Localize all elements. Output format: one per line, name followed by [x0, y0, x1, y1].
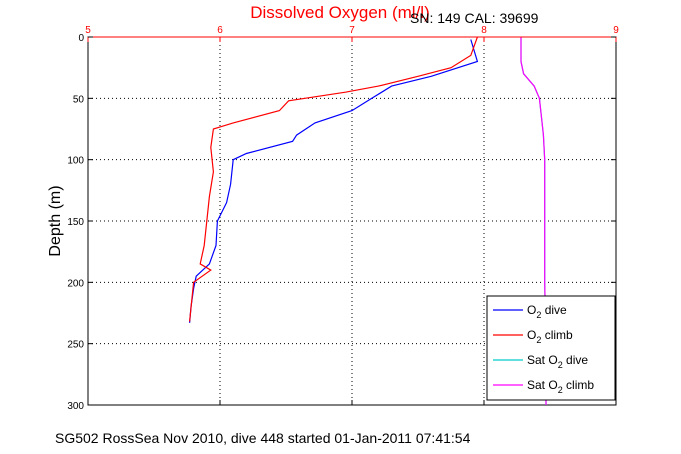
y-tick-label: 0 — [78, 33, 84, 44]
y-tick-label: 100 — [67, 156, 84, 167]
x-tick-label: 6 — [217, 25, 223, 36]
series-line-1 — [189, 39, 479, 323]
dive-caption: SG502 RossSea Nov 2010, dive 448 started… — [55, 430, 471, 446]
chart-title: Dissolved Oxygen (ml/l) — [250, 3, 430, 22]
y-tick-label: 200 — [67, 278, 84, 289]
sensor-annotation: SN: 149 CAL: 39699 — [410, 10, 539, 26]
y-tick-label: 300 — [67, 401, 84, 412]
series-line-2 — [189, 37, 478, 322]
y-tick-label: 150 — [67, 217, 84, 228]
x-tick-label: 8 — [481, 25, 487, 36]
x-tick-label: 7 — [349, 25, 355, 36]
x-tick-label: 9 — [613, 25, 619, 36]
y-tick-label: 50 — [73, 94, 85, 105]
legend-label: Sat O2 dive — [527, 353, 588, 370]
legend-box — [486, 295, 616, 401]
x-tick-label: 5 — [85, 25, 91, 36]
grid-lines — [88, 37, 616, 405]
axes-layer: 5 6 7 8 9 0 50 100 150 200 250 300 — [67, 25, 619, 412]
y-axis-label: Depth (m) — [47, 185, 64, 256]
y-tick-label: 250 — [67, 340, 84, 351]
legend-label: Sat O2 climb — [527, 378, 594, 395]
